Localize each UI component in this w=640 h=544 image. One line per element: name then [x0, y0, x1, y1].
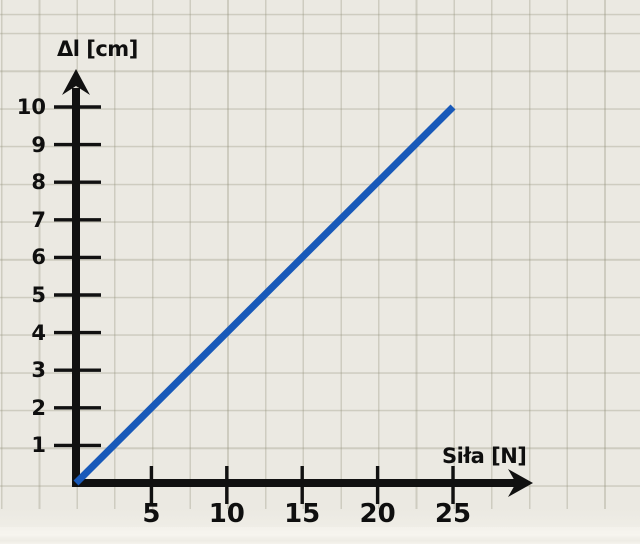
x-tick-label: 5	[142, 499, 161, 529]
y-tick-label: 7	[31, 207, 46, 232]
y-tick-label: 1	[31, 433, 46, 458]
y-tick-label: 10	[16, 95, 46, 119]
x-tick-label: 20	[359, 499, 396, 529]
y-tick-label: 9	[31, 132, 46, 157]
graph-paper-background	[0, 0, 640, 509]
y-tick-label: 5	[31, 283, 46, 307]
y-axis-arrow-icon	[62, 69, 90, 95]
data-line	[73, 104, 456, 486]
y-tick-label: 4	[31, 320, 46, 345]
x-axis-arrow-icon	[508, 469, 533, 497]
y-tick-label: 2	[31, 395, 46, 420]
x-tick-label: 25	[434, 499, 472, 529]
y-tick-label: 8	[31, 170, 46, 195]
y-axis-title: Δl [cm]	[57, 37, 138, 61]
x-tick-label: 10	[208, 499, 245, 529]
y-tick-label: 3	[31, 358, 46, 383]
y-tick-label: 6	[31, 245, 46, 270]
x-axis-title: Siła [N]	[442, 444, 527, 468]
paper-bottom-edge	[0, 527, 640, 544]
paper-lower-margin	[0, 509, 640, 527]
x-tick-label: 15	[284, 499, 321, 529]
